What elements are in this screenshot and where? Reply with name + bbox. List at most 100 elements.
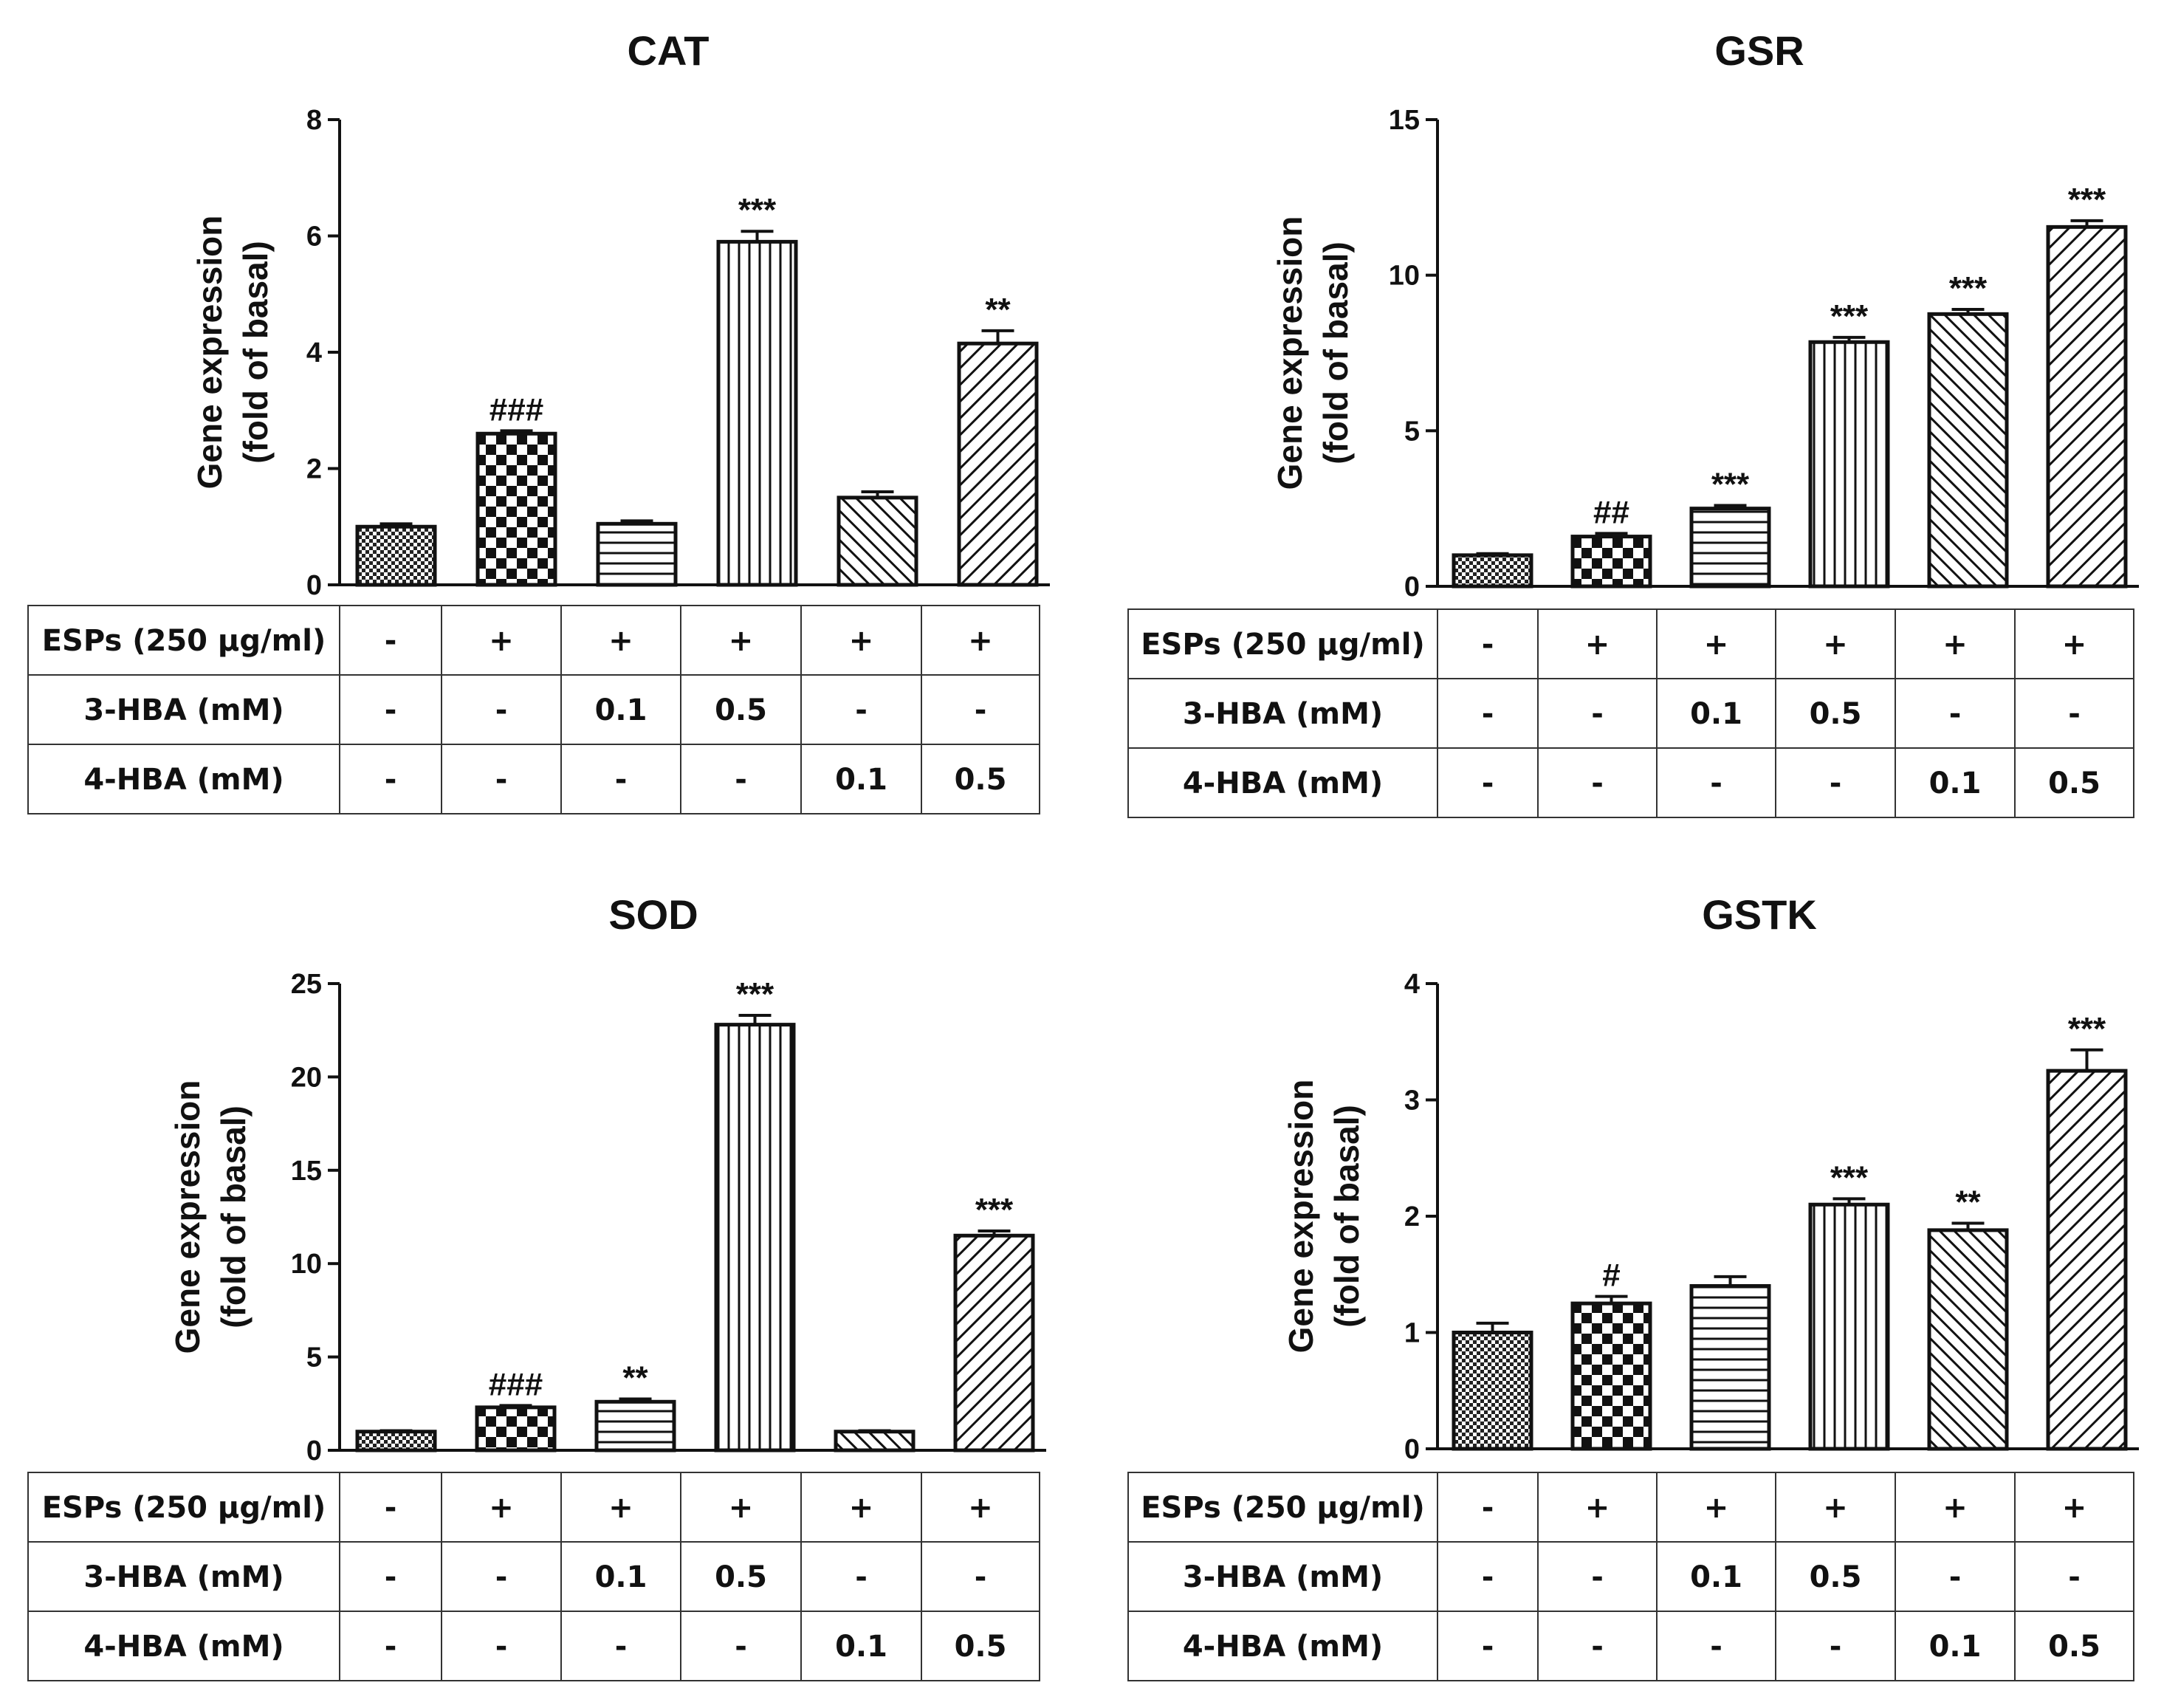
y-tick-label: 0 xyxy=(306,570,322,601)
bar xyxy=(1570,1301,1652,1451)
table-row-label: 4-HBA (mM) xyxy=(83,1630,284,1664)
table-cell: + xyxy=(1585,628,1610,662)
table-cell: - xyxy=(1482,1560,1494,1594)
bar xyxy=(2046,224,2128,589)
bar xyxy=(953,1233,1035,1453)
bar xyxy=(596,521,678,587)
table-cell: - xyxy=(495,763,508,797)
table-cell: - xyxy=(385,1560,397,1594)
table-cell: - xyxy=(735,1630,747,1664)
table-cell: - xyxy=(1591,1630,1604,1664)
y-axis-label-units: (fold of basal) xyxy=(1316,241,1355,464)
significance-label: *** xyxy=(975,1192,1014,1228)
table-cell: - xyxy=(1591,1560,1604,1594)
table-cell: - xyxy=(1591,697,1604,731)
condition-table: ESPs (250 µg/ml) - + + + + +3-HBA (mM) - - 0.1 0.5… xyxy=(27,605,1040,814)
y-tick-label: 3 xyxy=(1404,1085,1420,1117)
table-row-label: 4-HBA (mM) xyxy=(83,763,284,797)
bar xyxy=(957,341,1039,587)
table-cell: - xyxy=(1710,1630,1722,1664)
bar xyxy=(834,1430,916,1453)
chart-title: GSTK xyxy=(1702,891,1817,938)
y-tick-label: 10 xyxy=(1389,261,1420,292)
significance-label: ### xyxy=(489,1366,543,1402)
table-cell: - xyxy=(1482,766,1494,800)
significance-label: ### xyxy=(490,391,543,428)
table-cell: + xyxy=(1585,1491,1610,1525)
table-cell: + xyxy=(849,1491,874,1525)
table-cell: - xyxy=(975,693,987,727)
table-cell: + xyxy=(1943,628,1968,662)
y-axis-label: Gene expression xyxy=(190,216,229,490)
table-cell: - xyxy=(385,624,397,658)
y-tick-label: 4 xyxy=(306,337,322,368)
table-cell: 0.5 xyxy=(955,1630,1007,1664)
table-cell: + xyxy=(489,624,514,658)
bar xyxy=(837,495,918,587)
y-axis-label: Gene expression xyxy=(1282,1080,1320,1354)
y-axis-label-units: (fold of basal) xyxy=(236,241,275,464)
significance-label: ## xyxy=(1593,494,1629,530)
table-cell: + xyxy=(1704,1491,1729,1525)
bar xyxy=(1452,553,1533,589)
bar xyxy=(475,431,557,587)
table-row-label: 4-HBA (mM) xyxy=(1183,1630,1383,1664)
table-cell: 0.1 xyxy=(595,693,648,727)
table-cell: - xyxy=(385,1630,397,1664)
bar xyxy=(1927,1228,2009,1451)
bar xyxy=(716,239,798,587)
table-cell: - xyxy=(975,1560,987,1594)
y-tick-label: 5 xyxy=(1404,416,1420,447)
table-cell: - xyxy=(615,1630,628,1664)
table-cell: 0.5 xyxy=(2048,1630,2101,1664)
table-row-label: ESPs (250 µg/ml) xyxy=(42,624,326,658)
significance-label: ** xyxy=(1955,1184,1981,1220)
significance-label: *** xyxy=(1830,298,1869,335)
table-cell: 0.1 xyxy=(1929,766,1982,800)
y-tick-label: 8 xyxy=(306,105,322,136)
bar xyxy=(2046,1069,2128,1451)
table-cell: 0.5 xyxy=(1810,697,1862,731)
significance-label: *** xyxy=(1949,270,1988,306)
bar xyxy=(1452,1331,1533,1451)
significance-label: *** xyxy=(736,976,774,1012)
table-cell: - xyxy=(2068,1560,2081,1594)
condition-table: ESPs (250 µg/ml) - + + + + +3-HBA (mM) - - 0.1 0.5… xyxy=(1127,1472,2134,1681)
y-tick-label: 2 xyxy=(306,454,322,485)
table-row-label: ESPs (250 µg/ml) xyxy=(42,1491,326,1525)
bar xyxy=(355,524,437,587)
bar xyxy=(1689,1284,1771,1451)
condition-table: ESPs (250 µg/ml) - + + + + +3-HBA (mM) - - 0.1 0.5… xyxy=(27,1472,1040,1681)
table-cell: - xyxy=(1949,1560,1962,1594)
table-cell: 0.1 xyxy=(835,1630,887,1664)
significance-label: *** xyxy=(1711,466,1750,502)
table-cell: - xyxy=(495,693,508,727)
chart-panel-gstk: GSTK Gene expression (fold of basal) 0 1 2 3 4 #… xyxy=(1127,891,2139,1681)
y-tick-label: 15 xyxy=(1389,105,1420,136)
table-cell: + xyxy=(1823,1491,1848,1525)
bar xyxy=(1570,535,1652,589)
significance-label: *** xyxy=(738,192,777,228)
y-tick-label: 10 xyxy=(291,1249,322,1280)
table-cell: - xyxy=(495,1560,508,1594)
chart-title: GSR xyxy=(1714,27,1804,74)
table-row-label: 3-HBA (mM) xyxy=(83,1560,284,1594)
table-cell: - xyxy=(385,763,397,797)
table-cell: - xyxy=(2068,697,2081,731)
table-border xyxy=(1127,608,2134,818)
significance-label: ** xyxy=(985,292,1011,328)
table-cell: 0.5 xyxy=(715,1560,767,1594)
table-row-label: 3-HBA (mM) xyxy=(1183,697,1383,731)
table-cell: - xyxy=(495,1630,508,1664)
table-cell: - xyxy=(1949,697,1962,731)
y-tick-label: 25 xyxy=(291,969,322,1000)
table-cell: - xyxy=(1591,766,1604,800)
table-cell: - xyxy=(1710,766,1722,800)
table-cell: 0.1 xyxy=(1690,697,1742,731)
bar xyxy=(355,1430,437,1453)
table-cell: 0.5 xyxy=(715,693,767,727)
table-cell: + xyxy=(1823,628,1848,662)
table-cell: + xyxy=(729,1491,754,1525)
significance-label: *** xyxy=(1830,1159,1869,1196)
